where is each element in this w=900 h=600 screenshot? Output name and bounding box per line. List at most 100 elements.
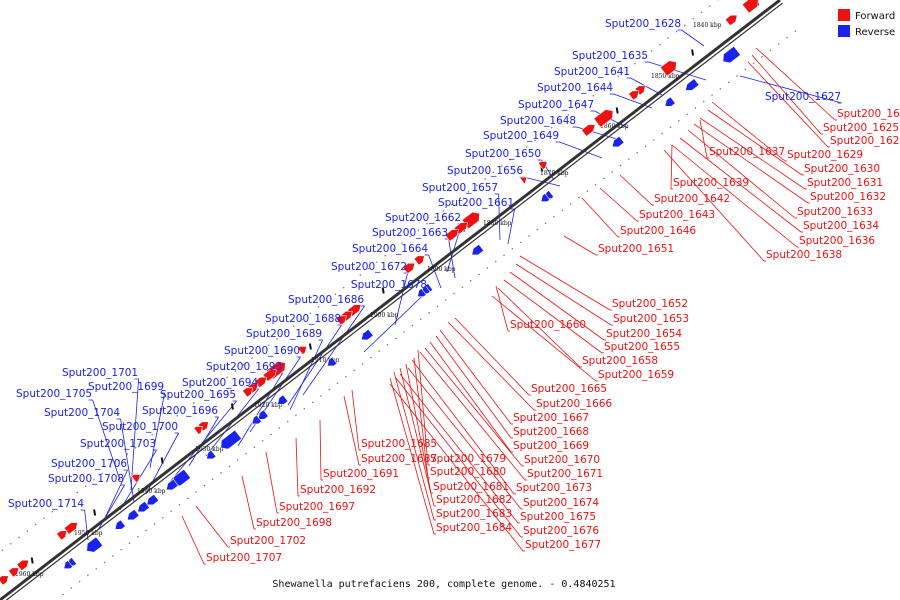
forward-gene-arrow xyxy=(628,90,640,101)
reverse-gene-label: Sput200_1688 xyxy=(265,313,341,325)
feature-dash xyxy=(615,107,619,114)
reverse-gene-label: Sput200_1650 xyxy=(465,148,541,160)
label-leader xyxy=(693,123,809,204)
forward-gene-label: Sput200_1639 xyxy=(673,177,749,189)
forward-gene-label: Sput200_1677 xyxy=(525,539,601,551)
reverse-gene-arrow xyxy=(360,328,374,341)
reverse-gene-arrow xyxy=(257,409,269,420)
label-leader xyxy=(130,378,139,491)
reverse-gene-arrow xyxy=(220,429,243,450)
forward-gene-label: Sput200_1633 xyxy=(797,206,873,218)
label-leader xyxy=(428,254,442,289)
label-leader xyxy=(393,371,435,521)
reverse-gene-label: Sput200_1647 xyxy=(518,99,594,111)
reverse-gene-arrow xyxy=(126,508,140,521)
reverse-gene-arrow xyxy=(664,96,676,107)
reverse-gene-label: Sput200_1635 xyxy=(572,50,648,62)
forward-gene-label: Sput200_1680 xyxy=(430,466,506,478)
forward-gene-label: Sput200_1632 xyxy=(810,191,886,203)
label-leader xyxy=(495,285,509,332)
reverse-gene-arrow xyxy=(251,414,262,425)
forward-gene-arrow xyxy=(413,255,425,266)
reverse-gene-arrow xyxy=(611,135,625,148)
label-leader xyxy=(399,373,519,524)
forward-gene-label: Sput200_1638 xyxy=(766,249,842,261)
reverse-gene-label: Sput200_1627 xyxy=(765,91,841,103)
reverse-gene-label: Sput200_1678 xyxy=(351,279,427,291)
forward-gene-label: Sput200_1630 xyxy=(804,163,880,175)
forward-gene-label: Sput200_1679 xyxy=(430,453,506,465)
forward-gene-label: Sput200_1651 xyxy=(598,243,674,255)
label-leader xyxy=(503,279,603,354)
forward-gene-label: Sput200_1652 xyxy=(612,298,688,310)
label-leader xyxy=(751,54,822,135)
label-leader xyxy=(507,208,515,245)
tick-label: 1880 kbp xyxy=(483,220,512,227)
forward-gene-label: Sput200_1683 xyxy=(436,508,512,520)
reverse-gene-arrow xyxy=(114,519,126,530)
reverse-gene-label: Sput200_1661 xyxy=(438,197,514,209)
tick-label: 1950 kbp xyxy=(74,530,103,537)
forward-gene-label: Sput200_1697 xyxy=(279,501,355,513)
forward-gene-arrow xyxy=(297,346,308,355)
forward-gene-arrow xyxy=(16,559,30,572)
reverse-gene-arrow xyxy=(722,45,741,64)
label-leader xyxy=(755,47,836,121)
forward-gene-label: Sput200_1684 xyxy=(436,522,512,534)
legend-reverse-label: Reverse xyxy=(855,27,895,38)
feature-dash xyxy=(381,287,385,294)
reverse-gene-label: Sput200_1689 xyxy=(246,328,322,340)
label-leader xyxy=(509,271,605,341)
label-leader xyxy=(679,137,802,233)
forward-gene-label: Sput200_1637 xyxy=(709,146,785,158)
label-leader xyxy=(435,335,512,439)
label-leader xyxy=(687,129,796,219)
forward-gene-arrow xyxy=(659,60,677,77)
label-leader xyxy=(413,357,429,479)
label-leader xyxy=(120,418,135,503)
label-leader xyxy=(149,392,165,469)
backbone-line xyxy=(0,0,781,600)
reverse-gene-label: Sput200_1693 xyxy=(206,361,282,373)
reverse-gene-label: Sput200_1705 xyxy=(16,388,92,400)
label-leader xyxy=(739,75,842,104)
reverse-gene-label: Sput200_1704 xyxy=(44,407,120,419)
position-ticks: 1840 kbp 1850 kbp 1860 kbp 1870 kbp 1880 kbp… xyxy=(15,0,760,578)
label-leader xyxy=(454,317,530,396)
reverse-gene-label: Sput200_1664 xyxy=(352,243,428,255)
label-leader xyxy=(563,235,597,256)
forward-gene-label: Sput200_1691 xyxy=(323,468,399,480)
feature-dash xyxy=(308,343,312,350)
label-leader xyxy=(411,359,515,495)
forward-gene-arrow xyxy=(335,315,347,326)
reverse-gene-arrow xyxy=(685,78,700,91)
label-leader xyxy=(448,238,456,279)
forward-gene-label: Sput200_1626 xyxy=(830,135,900,147)
reverse-gene-label: Sput200_1686 xyxy=(288,294,364,306)
forward-gene-label: Sput200_1658 xyxy=(582,355,658,367)
reverse-gene-arrow xyxy=(471,243,485,256)
label-leader xyxy=(287,324,342,406)
forward-gene-arrow xyxy=(593,109,614,128)
forward-gene-label: Sput200_1687 xyxy=(361,453,437,465)
label-leader xyxy=(707,109,803,176)
forward-gene-label: Sput200_1669 xyxy=(513,440,589,452)
forward-gene-arrow xyxy=(724,14,738,27)
label-leader xyxy=(302,305,365,396)
label-leader xyxy=(84,509,89,541)
reverse-gene-arrow xyxy=(86,536,104,553)
reverse-gene-label: Sput200_1690 xyxy=(224,345,300,357)
label-leader xyxy=(343,395,360,466)
reverse-gene-label: Sput200_1694 xyxy=(182,377,258,389)
label-leader xyxy=(405,363,432,494)
forward-gene-label: Sput200_1659 xyxy=(598,369,674,381)
reverse-gene-label: Sput200_1663 xyxy=(372,227,448,239)
label-leader xyxy=(399,367,435,507)
label-leader xyxy=(195,505,229,548)
genome-backbone xyxy=(0,0,783,600)
label-leader xyxy=(439,329,512,425)
reverse-gene-label: Sput200_1706 xyxy=(51,458,127,470)
label-leader xyxy=(319,419,322,481)
label-leader xyxy=(389,383,524,552)
label-leader xyxy=(671,144,798,248)
